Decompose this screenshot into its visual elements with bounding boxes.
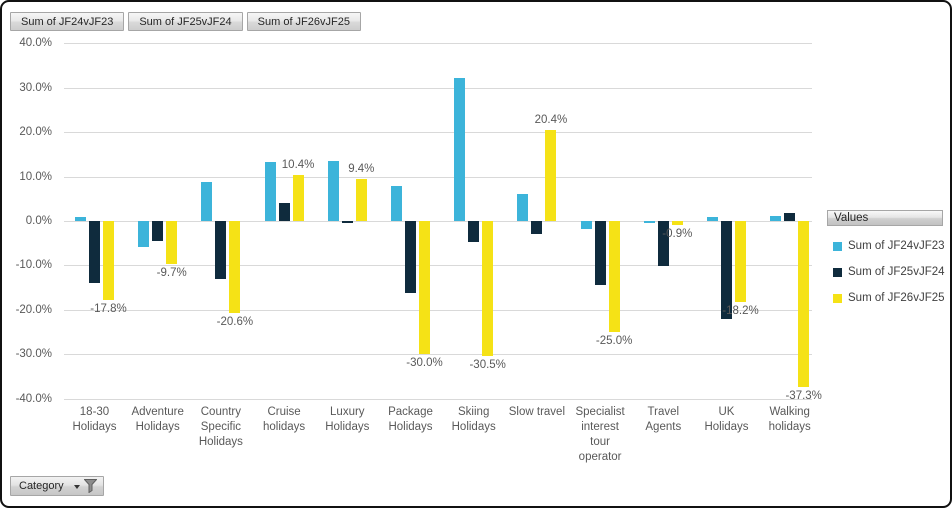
filter-funnel-icon: [83, 479, 97, 493]
bar-series1-cat7: [454, 78, 466, 221]
category-label: Skiing Holidays: [451, 406, 496, 433]
bar-series1-cat1: [75, 217, 86, 221]
bar-series2-cat2: [152, 221, 164, 242]
legend-item-2: Sum of JF25vJF24: [833, 266, 945, 278]
dropdown-arrow-icon: [73, 485, 80, 489]
bar-series1-cat10: [643, 221, 655, 223]
bar-series2-cat6: [405, 221, 416, 293]
y-axis-tick-label: -30.0%: [15, 348, 52, 361]
value-field-button-3[interactable]: Sum of JF26vJF25: [246, 12, 361, 31]
legend-item-label: Sum of JF24vJF23: [848, 240, 945, 252]
bar-series1-cat3: [201, 181, 213, 221]
y-axis-tick-label: -40.0%: [15, 392, 52, 405]
gridline--20: [64, 309, 812, 311]
value-field-button-1[interactable]: Sum of JF24vJF23: [10, 12, 125, 31]
bar-series2-cat11: [721, 221, 732, 320]
data-label: -18.2%: [722, 304, 759, 317]
legend-title: Values: [827, 210, 943, 226]
legend-items: Sum of JF24vJF23 Sum of JF25vJF24 Sum of J…: [827, 240, 945, 304]
bar-series3-cat8: [545, 130, 557, 221]
y-axis-tick-label: 10.0%: [19, 170, 52, 183]
legend-swatch-icon: [833, 267, 842, 277]
data-label: -20.6%: [216, 315, 254, 328]
data-label: -9.7%: [156, 267, 187, 280]
legend-item-label: Sum of JF26vJF25: [848, 292, 945, 304]
data-label: -17.8%: [90, 303, 127, 315]
bar-series2-cat3: [215, 221, 227, 279]
bar-series3-cat11: [735, 221, 746, 302]
legend-swatch-icon: [833, 241, 842, 251]
data-label: -0.9%: [662, 228, 693, 240]
data-label: 10.4%: [281, 158, 315, 171]
bar-series3-cat6: [419, 221, 430, 355]
value-field-button-2[interactable]: Sum of JF25vJF24: [128, 12, 243, 31]
bar-series1-cat9: [580, 221, 592, 230]
category-label: Specialist interest tour operator: [575, 406, 625, 463]
bar-series1-cat5: [327, 160, 339, 221]
bar-series3-cat3: [229, 221, 241, 313]
category-label: Slow travel: [508, 406, 566, 418]
bar-series2-cat8: [531, 221, 543, 234]
gridline--40: [64, 398, 812, 400]
bar-series3-cat9: [608, 221, 620, 332]
y-axis-tick-label: 30.0%: [19, 81, 52, 94]
data-label: -37.3%: [785, 389, 822, 402]
legend-swatch-icon: [833, 293, 842, 303]
category-field-label: Category: [19, 480, 64, 492]
data-label: 20.4%: [534, 114, 568, 127]
bar-series3-cat2: [166, 221, 178, 265]
gridline-40: [64, 43, 812, 45]
gridline-10: [64, 176, 812, 178]
bar-series2-cat1: [89, 221, 100, 284]
bar-series3-cat1: [103, 221, 114, 300]
bar-series3-cat10: [671, 221, 683, 225]
y-axis-tick-label: -10.0%: [15, 259, 52, 272]
bar-series1-cat8: [517, 193, 529, 221]
bar-series2-cat9: [594, 221, 606, 285]
category-field-button[interactable]: Category: [10, 476, 104, 496]
data-label: 9.4%: [348, 163, 375, 176]
bar-series3-cat5: [355, 179, 367, 221]
y-axis-tick-label: 40.0%: [19, 37, 52, 50]
gridline-20: [64, 132, 812, 134]
bar-series2-cat10: [657, 221, 669, 266]
category-label: Package Holidays: [388, 406, 433, 433]
bar-series3-cat12: [798, 221, 810, 387]
category-label: UK Holidays: [704, 406, 749, 433]
legend-item-3: Sum of JF26vJF25: [833, 292, 945, 304]
bar-series1-cat12: [770, 215, 782, 221]
category-label: Adventure Holidays: [131, 406, 184, 433]
gridline--30: [64, 354, 812, 356]
chart-legend: Values Sum of JF24vJF23 Sum of JF25vJF24 S…: [827, 210, 945, 304]
category-label: 18-30 Holidays: [72, 406, 117, 433]
data-label: -30.5%: [469, 359, 506, 372]
category-label: Travel Agents: [645, 406, 682, 433]
y-axis-tick-label: 0.0%: [25, 215, 52, 227]
category-label: Luxury Holidays: [325, 406, 370, 433]
bar-series1-cat2: [138, 221, 150, 248]
bar-series2-cat12: [784, 212, 796, 221]
bar-series2-cat4: [278, 202, 290, 221]
data-label: -25.0%: [595, 335, 633, 347]
data-label: -30.0%: [406, 357, 443, 370]
bar-series2-cat7: [468, 221, 480, 242]
bar-series2-cat5: [341, 221, 353, 224]
gridline--10: [64, 265, 812, 267]
bar-series1-cat4: [264, 162, 276, 221]
y-axis-tick-label: 20.0%: [19, 126, 52, 139]
y-axis-tick-label: -20.0%: [15, 303, 52, 316]
category-label: Cruise holidays: [262, 406, 306, 433]
category-label: Walking holidays: [768, 406, 811, 433]
legend-item-label: Sum of JF25vJF24: [848, 266, 945, 278]
category-label: Country Specific Holidays: [198, 406, 243, 448]
legend-item-1: Sum of JF24vJF23: [833, 240, 945, 252]
bar-series3-cat4: [292, 174, 304, 221]
bar-series1-cat11: [707, 217, 718, 221]
bar-series1-cat6: [391, 185, 402, 221]
bar-series3-cat7: [482, 221, 494, 357]
gridline-30: [64, 87, 812, 89]
value-field-buttons: Sum of JF24vJF23 Sum of JF25vJF24 Sum of J…: [10, 12, 361, 31]
gridline-0: [64, 221, 812, 222]
